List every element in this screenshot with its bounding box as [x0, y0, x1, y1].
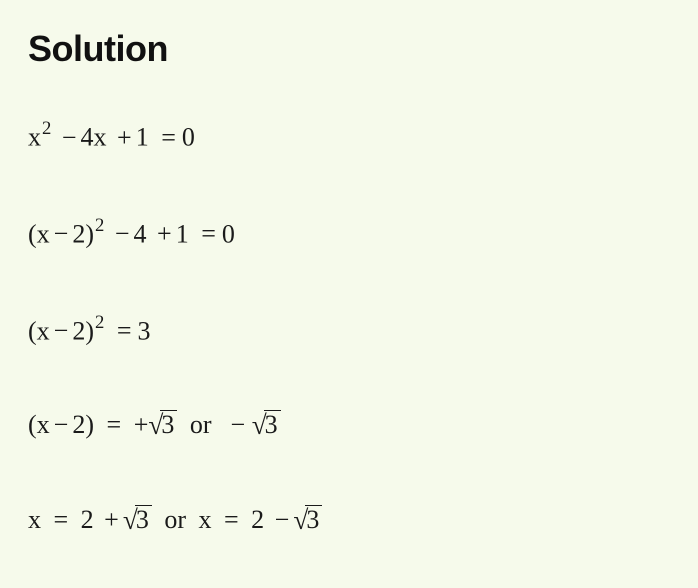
plus-sign: +	[117, 123, 132, 152]
sqrt-icon: √3	[123, 503, 152, 536]
constant: 2	[72, 316, 85, 345]
variable: x	[37, 219, 50, 248]
rhs: 0	[182, 123, 195, 152]
radical-symbol: √	[252, 409, 267, 442]
plus-sign: +	[157, 219, 172, 248]
step-4: (x−2) = +√3 or − √3	[28, 408, 670, 441]
paren-close: )	[85, 410, 94, 439]
equals-sign: =	[161, 123, 176, 152]
paren-close: )	[85, 316, 94, 345]
paren-open: (	[28, 316, 37, 345]
plus-sign: +	[134, 410, 149, 439]
solution-panel: Solution x2 −4x +1 =0 (x−2)2 −4 +1 =0 (x…	[0, 0, 698, 556]
variable: x	[28, 123, 41, 152]
step-5: x = 2 +√3 or x = 2 −√3	[28, 503, 670, 536]
constant: 2	[72, 219, 85, 248]
variable: x	[199, 505, 212, 534]
plus-sign: +	[104, 505, 119, 534]
paren-close: )	[85, 219, 94, 248]
coefficient: 4	[81, 123, 94, 152]
exponent: 2	[95, 312, 104, 333]
variable: x	[37, 410, 50, 439]
constant: 4	[134, 219, 147, 248]
exponent: 2	[42, 118, 51, 139]
equals-sign: =	[117, 316, 132, 345]
variable: x	[94, 123, 107, 152]
sqrt-icon: √3	[148, 408, 177, 441]
constant: 2	[81, 505, 94, 534]
rhs: 3	[138, 316, 151, 345]
paren-open: (	[28, 410, 37, 439]
minus-sign: −	[54, 219, 69, 248]
minus-sign: −	[115, 219, 130, 248]
equals-sign: =	[54, 505, 69, 534]
equals-sign: =	[224, 505, 239, 534]
step-2: (x−2)2 −4 +1 =0	[28, 215, 670, 250]
constant: 2	[251, 505, 264, 534]
exponent: 2	[95, 215, 104, 236]
variable: x	[37, 316, 50, 345]
radical-symbol: √	[293, 504, 308, 537]
sqrt-icon: √3	[252, 408, 281, 441]
radical-symbol: √	[148, 409, 163, 442]
minus-sign: −	[54, 316, 69, 345]
paren-open: (	[28, 219, 37, 248]
equals-sign: =	[107, 410, 122, 439]
variable: x	[28, 505, 41, 534]
minus-sign: −	[54, 410, 69, 439]
minus-sign: −	[275, 505, 290, 534]
or-text: or	[164, 505, 186, 534]
or-text: or	[190, 410, 212, 439]
step-3: (x−2)2 =3	[28, 312, 670, 347]
equals-sign: =	[201, 219, 216, 248]
minus-sign: −	[62, 123, 77, 152]
constant: 1	[176, 219, 189, 248]
constant: 1	[136, 123, 149, 152]
step-1: x2 −4x +1 =0	[28, 118, 670, 153]
solution-heading: Solution	[28, 28, 670, 70]
minus-sign: −	[231, 410, 246, 439]
sqrt-icon: √3	[293, 503, 322, 536]
rhs: 0	[222, 219, 235, 248]
radical-symbol: √	[123, 504, 138, 537]
constant: 2	[72, 410, 85, 439]
